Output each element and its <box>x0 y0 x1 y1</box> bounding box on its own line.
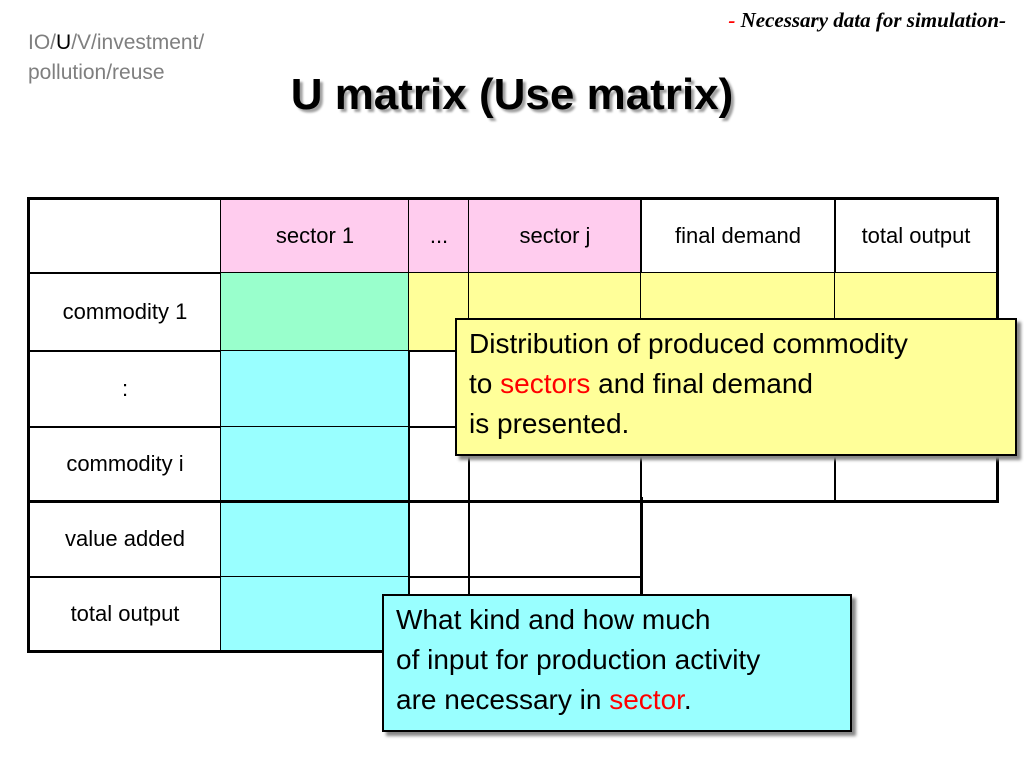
breadcrumb-io[interactable]: IO/ <box>28 31 57 54</box>
callout2-text: . <box>683 684 692 715</box>
callout-distribution-line3: is presented. <box>469 408 630 439</box>
callout-input-line1: What kind and how much <box>396 604 711 635</box>
page-title: U matrix (Use matrix) <box>290 70 734 119</box>
breadcrumb: IO/U/V/investment/ pollution/reuse <box>28 28 204 88</box>
callout-input-line2: of input for production activity <box>396 644 761 675</box>
callout-distribution: Distribution of produced commodity to se… <box>455 318 1017 456</box>
cell-cyan <box>220 426 410 502</box>
breadcrumb-rest[interactable]: /V/investment/ <box>71 31 205 54</box>
header-final-demand: final demand <box>640 198 836 274</box>
callout1-text: and final demand <box>590 368 813 399</box>
breadcrumb-line2[interactable]: pollution/reuse <box>28 61 165 84</box>
callout2-text: are necessary in <box>396 684 610 715</box>
callout-distribution-line2: to sectors and final demand <box>469 364 1003 404</box>
callout-input: What kind and how much of input for prod… <box>382 594 852 732</box>
callout2-highlight-sector: sector <box>609 684 684 715</box>
callout-input-line3: are necessary in sector. <box>396 680 838 720</box>
callout1-text: to <box>469 368 501 399</box>
callout-distribution-line1: Distribution of produced commodity <box>469 328 908 359</box>
row-label-commodity-i: commodity i <box>28 426 222 502</box>
header-sector-j: sector j <box>468 198 642 274</box>
subtitle-text: Necessary data for simulation- <box>735 8 1006 32</box>
table-outer-border-bottom <box>27 497 643 653</box>
slide-subtitle: - Necessary data for simulation- <box>728 8 1006 33</box>
callout1-highlight-sectors: sectors <box>500 368 591 399</box>
breadcrumb-u-current[interactable]: U <box>56 31 72 54</box>
header-ellipsis: ... <box>408 198 470 274</box>
header-sector-1: sector 1 <box>220 198 410 274</box>
row-label-value-added: value added <box>28 500 222 578</box>
cell-cyan <box>220 500 410 578</box>
subtitle-dash: - <box>728 8 736 32</box>
